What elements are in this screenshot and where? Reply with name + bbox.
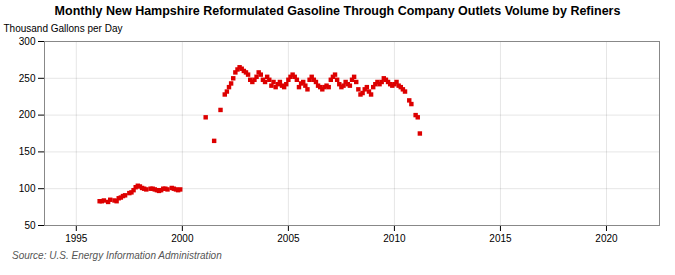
svg-text:2005: 2005 [277, 233, 300, 244]
svg-text:2020: 2020 [595, 233, 618, 244]
svg-text:200: 200 [19, 109, 36, 120]
svg-text:2010: 2010 [383, 233, 406, 244]
svg-text:250: 250 [19, 73, 36, 84]
svg-text:2015: 2015 [489, 233, 512, 244]
svg-text:1995: 1995 [65, 233, 88, 244]
svg-text:2000: 2000 [171, 233, 194, 244]
html-text:Monthly New Hampshire Reformul: Monthly New Hampshire Reformulated Gasol… [54, 4, 621, 18]
svg-text:300: 300 [19, 36, 36, 47]
svg-text:50: 50 [24, 220, 36, 231]
svg-text:Thousand Gallons per Day: Thousand Gallons per Day [4, 23, 123, 34]
html-text:Source: U.S. Energy Informatio: Source: U.S. Energy Information Administ… [12, 250, 222, 261]
svg-text:150: 150 [19, 146, 36, 157]
svg-text:100: 100 [19, 183, 36, 194]
